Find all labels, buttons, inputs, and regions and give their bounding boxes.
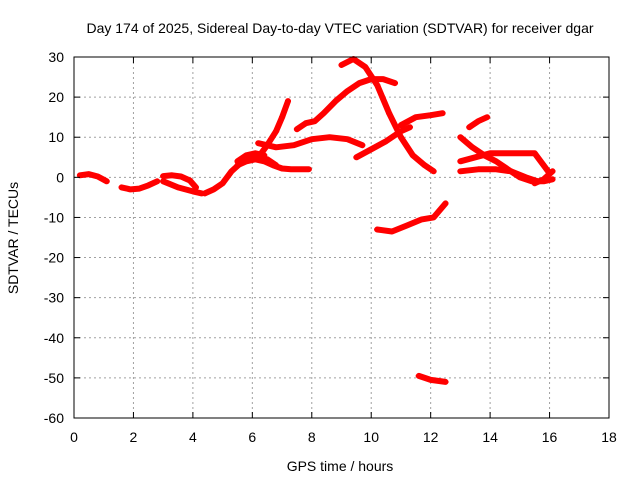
x-tick-label: 2 (130, 429, 138, 445)
y-tick-label: -20 (44, 250, 64, 266)
y-axis-label: SDTVAR / TECUs (5, 182, 21, 294)
y-tick-label: -50 (44, 370, 64, 386)
series-line-3 (160, 178, 205, 197)
x-axis-label: GPS time / hours (287, 458, 394, 474)
y-tick-label: 20 (48, 89, 64, 105)
chart-title: Day 174 of 2025, Sidereal Day-to-day VTE… (86, 20, 593, 36)
label-layer: 0 2 4 6 8 10 12 14 16 18 30 20 10 0 -10 -20 -30 -40 -50 -60 (44, 49, 617, 445)
series-line-12 (397, 110, 446, 129)
y-tick-label: 0 (56, 169, 64, 185)
x-tick-label: 10 (363, 429, 379, 445)
plot-frame (73, 56, 610, 419)
x-tick-label: 4 (189, 429, 197, 445)
series-line-18 (466, 114, 491, 131)
y-tick-label: 10 (48, 129, 64, 145)
x-tick-label: 8 (308, 429, 316, 445)
grid-layer (74, 57, 609, 418)
x-tick-label: 12 (423, 429, 439, 445)
x-tick-label: 16 (542, 429, 558, 445)
series-line-17 (457, 166, 541, 185)
series-line-0 (76, 171, 110, 185)
axis-layer (73, 56, 610, 419)
x-tick-label: 0 (70, 429, 78, 445)
y-tick-label: -30 (44, 290, 64, 306)
x-tick-label: 18 (601, 429, 617, 445)
series-layer (76, 56, 556, 385)
y-tick-label: -10 (44, 209, 64, 225)
y-tick-label: -40 (44, 330, 64, 346)
series-line-9 (293, 76, 398, 133)
y-tick-label: 30 (48, 49, 64, 65)
y-tick-label: -60 (44, 410, 64, 426)
x-tick-label: 6 (248, 429, 256, 445)
x-tick-label: 14 (482, 429, 498, 445)
